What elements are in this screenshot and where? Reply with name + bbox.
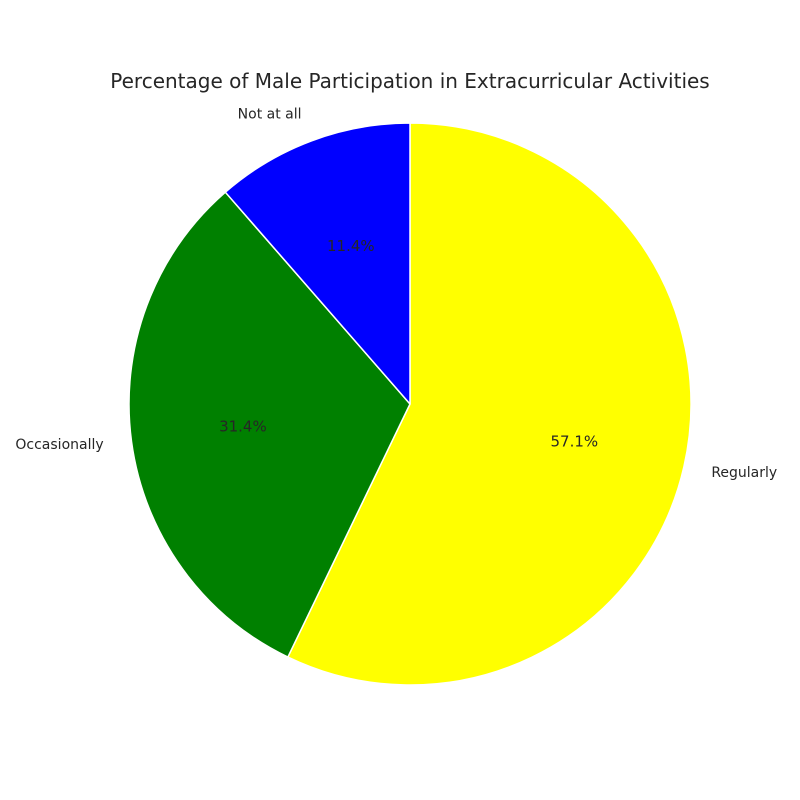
pie-slice-not-at-all bbox=[224, 122, 411, 405]
pie-slice-occasionally bbox=[128, 191, 411, 658]
percent-label-occasionally: 31.4% bbox=[219, 417, 267, 435]
percent-label-regularly: 57.1% bbox=[551, 433, 599, 451]
category-label-not-at-all: Not at all bbox=[238, 107, 302, 123]
pie-slices bbox=[128, 122, 692, 686]
pie-slice-regularly bbox=[287, 122, 692, 686]
chart-title: Percentage of Male Participation in Extr… bbox=[110, 69, 709, 93]
category-label-occasionally: Occasionally bbox=[15, 437, 103, 453]
percent-label-not-at-all: 11.4% bbox=[327, 237, 375, 255]
category-label-regularly: Regularly bbox=[711, 465, 777, 481]
pie-labels: 57.1% Regularly 31.4% Occasionally 11.4% Not … bbox=[15, 107, 777, 481]
